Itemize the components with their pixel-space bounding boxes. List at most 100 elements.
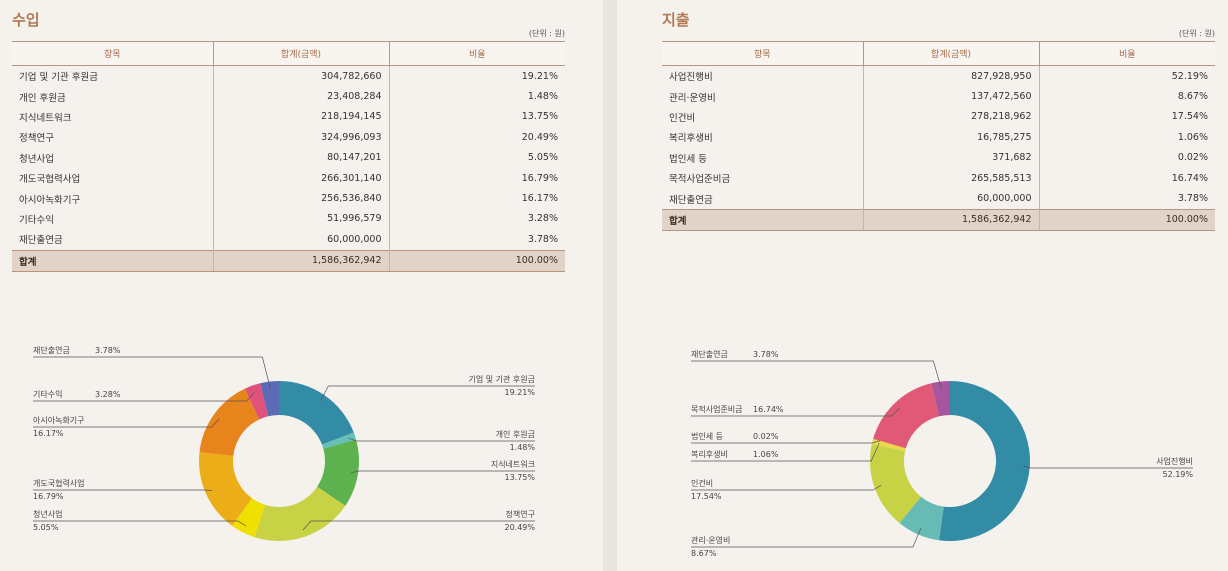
slice-label-5: 법인세 등 0.02% bbox=[691, 431, 880, 444]
table-row: 재단출연금 60,000,000 3.78% bbox=[662, 188, 1215, 210]
slice-7 bbox=[931, 381, 950, 417]
total-amount: 1,586,362,942 bbox=[862, 208, 1039, 232]
cell-ratio: 19.21% bbox=[388, 65, 565, 87]
slice-3 bbox=[870, 444, 921, 524]
expense-donut-chart: 사업진행비 52.19% 관리·운영비 8.67% 인건비 17.54% 복리후생비 1.06… bbox=[691, 349, 1193, 558]
slice-category: 개인 후원금 bbox=[496, 429, 535, 439]
slice-label-6: 목적사업준비금 16.74% bbox=[691, 404, 900, 417]
table-row: 재단출연금 60,000,000 3.78% bbox=[12, 229, 565, 251]
cell-item: 법인세 등 bbox=[669, 153, 707, 165]
cell-amount: 218,194,145 bbox=[212, 106, 389, 128]
slice-percent: 16.17% bbox=[33, 429, 64, 438]
cell-ratio: 3.78% bbox=[1038, 188, 1215, 210]
total-amount: 1,586,362,942 bbox=[212, 249, 389, 272]
cell-amount: 60,000,000 bbox=[212, 229, 389, 251]
income-title: 수입 bbox=[12, 11, 40, 29]
slice-percent: 16.74% bbox=[753, 405, 784, 414]
leader-line bbox=[1022, 465, 1193, 469]
table-row: 기타수익 51,996,579 3.28% bbox=[12, 208, 565, 230]
slice-7 bbox=[199, 388, 260, 456]
income-panel: 수입 (단위 : 원) 항목 합계(금액) 비율 기업 및 기관 후원금 304,… bbox=[0, 0, 603, 571]
total-row: 합계 1,586,362,942 100.00% bbox=[12, 249, 565, 272]
slice-1 bbox=[279, 381, 354, 445]
table-row: 기업 및 기관 후원금 304,782,660 19.21% bbox=[12, 65, 565, 87]
cell-ratio: 16.17% bbox=[388, 188, 565, 209]
slice-percent: 3.78% bbox=[95, 346, 121, 355]
slice-label-3: 인건비 17.54% bbox=[691, 478, 882, 501]
slice-percent: 13.75% bbox=[504, 473, 535, 482]
total-ratio: 100.00% bbox=[388, 249, 565, 272]
slice-label-5: 청년사업 5.05% bbox=[33, 509, 247, 532]
cell-ratio: 0.02% bbox=[1038, 147, 1215, 168]
slice-6 bbox=[199, 452, 253, 526]
table-row: 목적사업준비금 265,585,513 16.74% bbox=[662, 167, 1215, 189]
table-row: 인건비 278,218,962 17.54% bbox=[662, 106, 1215, 128]
slice-category: 관리·운영비 bbox=[691, 535, 730, 545]
slice-2 bbox=[321, 432, 357, 449]
cell-ratio: 16.79% bbox=[388, 167, 565, 189]
cell-item: 기업 및 기관 후원금 bbox=[19, 72, 98, 84]
slice-category: 목적사업준비금 bbox=[691, 404, 743, 414]
cell-amount: 278,218,962 bbox=[862, 106, 1039, 128]
cell-ratio: 3.78% bbox=[388, 229, 565, 251]
leader-line bbox=[691, 443, 880, 462]
table-row: 청년사업 80,147,201 5.05% bbox=[12, 147, 565, 168]
table-row: 개인 후원금 23,408,284 1.48% bbox=[12, 86, 565, 107]
slice-2 bbox=[899, 496, 944, 541]
slice-percent: 1.06% bbox=[753, 450, 779, 459]
leader-line bbox=[320, 385, 535, 402]
slice-percent: 17.54% bbox=[691, 492, 722, 501]
slice-category: 재단출연금 bbox=[691, 349, 728, 359]
cell-amount: 324,996,093 bbox=[212, 127, 389, 148]
cell-item: 인건비 bbox=[669, 112, 696, 124]
slice-label-2: 개인 후원금 1.48% bbox=[348, 429, 535, 452]
leader-line bbox=[350, 470, 535, 474]
cell-item: 아시아녹화기구 bbox=[19, 194, 81, 206]
slice-label-7: 아시아녹화기구 16.17% bbox=[33, 415, 220, 438]
col-header-amount: 합계(금액) bbox=[862, 41, 1039, 66]
cell-ratio: 1.48% bbox=[388, 86, 565, 107]
cell-ratio: 8.67% bbox=[1038, 86, 1215, 107]
slice-category: 사업진행비 bbox=[1156, 456, 1193, 466]
cell-amount: 304,782,660 bbox=[212, 65, 389, 87]
table-row: 관리·운영비 137,472,560 8.67% bbox=[662, 86, 1215, 107]
cell-amount: 60,000,000 bbox=[862, 188, 1039, 210]
slice-category: 정책연구 bbox=[506, 509, 535, 519]
slice-percent: 19.21% bbox=[504, 388, 535, 397]
leader-line bbox=[691, 527, 922, 548]
cell-item: 사업진행비 bbox=[669, 72, 713, 84]
cell-amount: 16,785,275 bbox=[862, 127, 1039, 148]
slice-label-8: 기타수익 3.28% bbox=[33, 389, 255, 402]
expense-panel: 지출 (단위 : 원) 항목 합계(금액) 비율 사업진행비 827,928,95… bbox=[617, 0, 1228, 571]
slice-category: 기업 및 기관 후원금 bbox=[468, 374, 535, 384]
leader-line bbox=[33, 391, 255, 402]
expense-title: 지출 bbox=[662, 11, 690, 29]
slice-category: 인건비 bbox=[691, 478, 713, 488]
expense-unit: (단위 : 원) bbox=[1178, 29, 1215, 38]
cell-amount: 23,408,284 bbox=[212, 86, 389, 107]
slice-5 bbox=[232, 498, 265, 538]
col-header-item: 항목 bbox=[12, 41, 213, 66]
slice-label-6: 개도국협력사업 16.79% bbox=[33, 478, 213, 501]
slice-percent: 20.49% bbox=[504, 523, 535, 532]
cell-item: 정책연구 bbox=[19, 133, 54, 145]
leader-line bbox=[691, 408, 900, 417]
slice-percent: 1.48% bbox=[510, 443, 536, 452]
table-row: 법인세 등 371,682 0.02% bbox=[662, 147, 1215, 168]
slice-label-4: 정책연구 20.49% bbox=[302, 509, 535, 532]
table-row: 개도국협력사업 266,301,140 16.79% bbox=[12, 167, 565, 189]
cell-ratio: 52.19% bbox=[1038, 65, 1215, 87]
col-header-item: 항목 bbox=[662, 41, 863, 66]
leader-line bbox=[33, 489, 213, 491]
col-header-ratio: 비율 bbox=[1038, 41, 1215, 66]
slice-label-1: 사업진행비 52.19% bbox=[1022, 456, 1193, 479]
slice-percent: 0.02% bbox=[753, 432, 779, 441]
slice-percent: 5.05% bbox=[33, 523, 59, 532]
income-table: 항목 합계(금액) 비율 기업 및 기관 후원금 304,782,660 19.21… bbox=[12, 41, 565, 272]
slice-label-4: 복리후생비 1.06% bbox=[691, 443, 880, 462]
slice-percent: 52.19% bbox=[1162, 470, 1193, 479]
slice-9 bbox=[260, 381, 279, 417]
total-item: 합계 bbox=[662, 208, 863, 232]
slice-category: 지식네트워크 bbox=[491, 460, 535, 469]
leader-line bbox=[691, 440, 880, 444]
